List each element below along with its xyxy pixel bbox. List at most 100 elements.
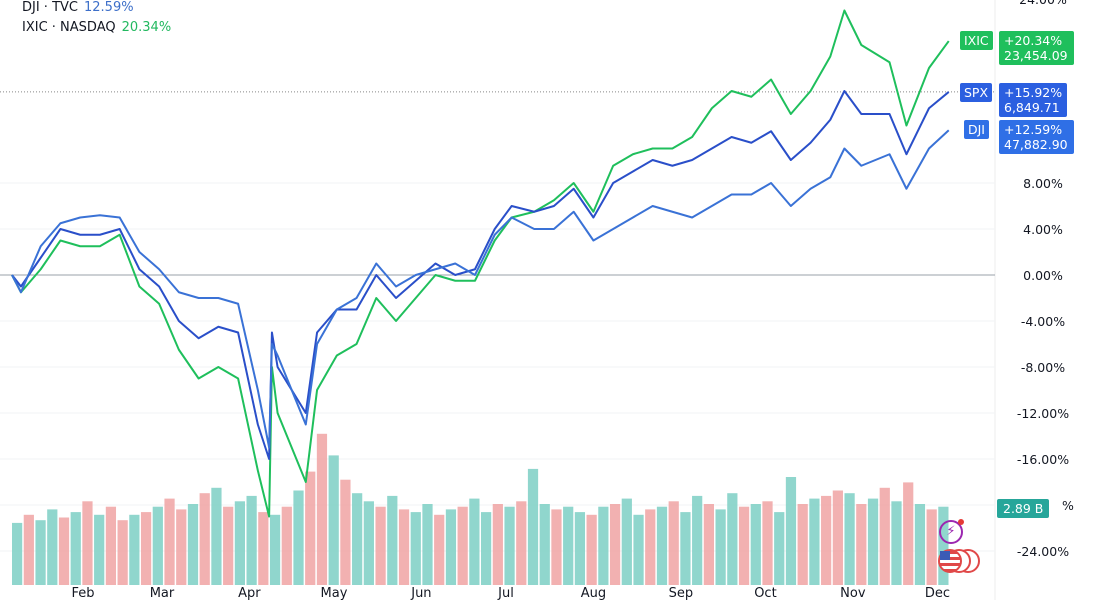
volume-bar bbox=[516, 501, 527, 585]
volume-bar bbox=[903, 482, 914, 585]
volume-bar bbox=[832, 490, 843, 585]
volume-bar bbox=[269, 514, 281, 585]
volume-bar bbox=[352, 493, 363, 585]
x-tick-label: May bbox=[321, 586, 348, 600]
volume-bar bbox=[305, 471, 316, 585]
volume-bar bbox=[680, 512, 691, 585]
volume-bar bbox=[258, 512, 269, 585]
volume-bar bbox=[785, 477, 797, 585]
volume-bar bbox=[703, 504, 714, 585]
y-tick-label: 24.00% bbox=[1019, 0, 1067, 7]
volume-bar bbox=[187, 504, 199, 585]
volume-bar bbox=[844, 493, 855, 585]
volume-bar bbox=[809, 498, 820, 585]
volume-bar bbox=[316, 433, 328, 585]
us-flag-events-icon[interactable] bbox=[938, 549, 980, 573]
volume-bar bbox=[246, 495, 257, 585]
x-tick-label: Nov bbox=[840, 586, 866, 600]
volume-bar bbox=[387, 495, 398, 585]
volume-bar bbox=[328, 455, 339, 585]
x-tick-label: Jun bbox=[410, 586, 431, 600]
volume-bar bbox=[445, 509, 457, 585]
x-tick-label: Feb bbox=[71, 586, 94, 600]
volume-bar bbox=[598, 506, 609, 585]
volume-bar bbox=[434, 514, 445, 585]
tag-symbol: SPX bbox=[960, 83, 993, 102]
tag-symbol: DJI bbox=[964, 120, 989, 139]
volume-bar bbox=[914, 504, 926, 585]
volume-bar bbox=[750, 504, 761, 585]
legend-label: DJI · TVC bbox=[22, 0, 78, 15]
volume-bar bbox=[211, 487, 222, 585]
series-line-dji[interactable] bbox=[11, 129, 950, 449]
volume-bar bbox=[621, 498, 632, 585]
y-tick-label: -4.00% bbox=[1021, 314, 1065, 329]
x-axis: Feb Mar Apr May Jun Jul Aug Sep Oct Nov Dec bbox=[71, 586, 950, 600]
volume-bar bbox=[164, 498, 175, 585]
volume-bar bbox=[762, 501, 773, 585]
volume-bar bbox=[117, 520, 128, 585]
volume-bar bbox=[129, 514, 140, 585]
volume-tag: 2.89 B bbox=[997, 499, 1050, 518]
volume-bar bbox=[656, 506, 668, 585]
volume-bar bbox=[551, 509, 562, 585]
volume-bar bbox=[926, 509, 937, 585]
volume-bar bbox=[797, 504, 808, 585]
volume-bar bbox=[539, 504, 550, 585]
x-tick-label: Jul bbox=[497, 586, 514, 600]
volume-bar bbox=[82, 501, 93, 585]
volume-bar bbox=[633, 514, 644, 585]
y-tick-label: -12.00% bbox=[1017, 406, 1069, 421]
y-tick-label: 8.00% bbox=[1023, 176, 1063, 191]
y-tick-label: % bbox=[1062, 498, 1074, 513]
volume-bar bbox=[234, 501, 245, 585]
volume-bar bbox=[469, 498, 480, 585]
x-tick-label: Sep bbox=[669, 586, 694, 600]
volume-bar bbox=[938, 506, 949, 585]
volume-bar bbox=[140, 512, 152, 585]
volume-bar bbox=[35, 520, 46, 585]
volume-bar bbox=[47, 509, 58, 585]
volume-bar bbox=[70, 512, 81, 585]
volume-bar bbox=[527, 468, 539, 585]
volume-bar bbox=[879, 487, 890, 585]
volume-bar bbox=[645, 509, 656, 585]
tag-value: +20.34% 23,454.09 bbox=[999, 31, 1074, 65]
tag-symbol: IXIC bbox=[960, 31, 993, 50]
x-tick-label: Oct bbox=[754, 586, 776, 600]
volume-bar bbox=[105, 506, 117, 585]
volume-bar bbox=[375, 506, 386, 585]
volume-bar bbox=[727, 493, 738, 585]
y-tick-label: 4.00% bbox=[1023, 222, 1063, 237]
series-lines bbox=[11, 9, 950, 518]
legend-label: IXIC · NASDAQ bbox=[22, 20, 116, 35]
volume-bar bbox=[586, 514, 597, 585]
volume-bar bbox=[856, 504, 867, 585]
volume-bar bbox=[481, 512, 492, 585]
volume-bar bbox=[293, 490, 304, 585]
volume-bar bbox=[410, 512, 421, 585]
volume-bar bbox=[176, 509, 187, 585]
volume-bar bbox=[609, 504, 621, 585]
volume-bar bbox=[58, 517, 70, 585]
y-axis: 24.00% 8.00% 4.00% 0.00% -4.00% -8.00% -12.00%… bbox=[1017, 0, 1074, 559]
volume-bar bbox=[281, 506, 292, 585]
volume-bar bbox=[363, 501, 374, 585]
volume-bar bbox=[821, 495, 832, 585]
legend-ixic[interactable]: IXIC · NASDAQ 20.34% bbox=[22, 20, 171, 35]
volume-bar bbox=[23, 514, 34, 585]
legend-dji[interactable]: DJI · TVC 12.59% bbox=[22, 0, 134, 15]
volume-bar bbox=[457, 506, 468, 585]
volume-bar bbox=[504, 506, 515, 585]
volume-bar bbox=[223, 506, 234, 585]
y-tick-label: -16.00% bbox=[1017, 452, 1069, 467]
volume-bar bbox=[668, 501, 679, 585]
lightning-alert-icon[interactable]: ⚡ bbox=[939, 519, 964, 544]
legend-value: 20.34% bbox=[121, 20, 172, 35]
volume-bars bbox=[12, 433, 949, 585]
volume-bar bbox=[422, 504, 433, 585]
y-tick-label: 0.00% bbox=[1023, 268, 1063, 283]
y-tick-label: -8.00% bbox=[1021, 360, 1065, 375]
volume-bar bbox=[398, 509, 410, 585]
